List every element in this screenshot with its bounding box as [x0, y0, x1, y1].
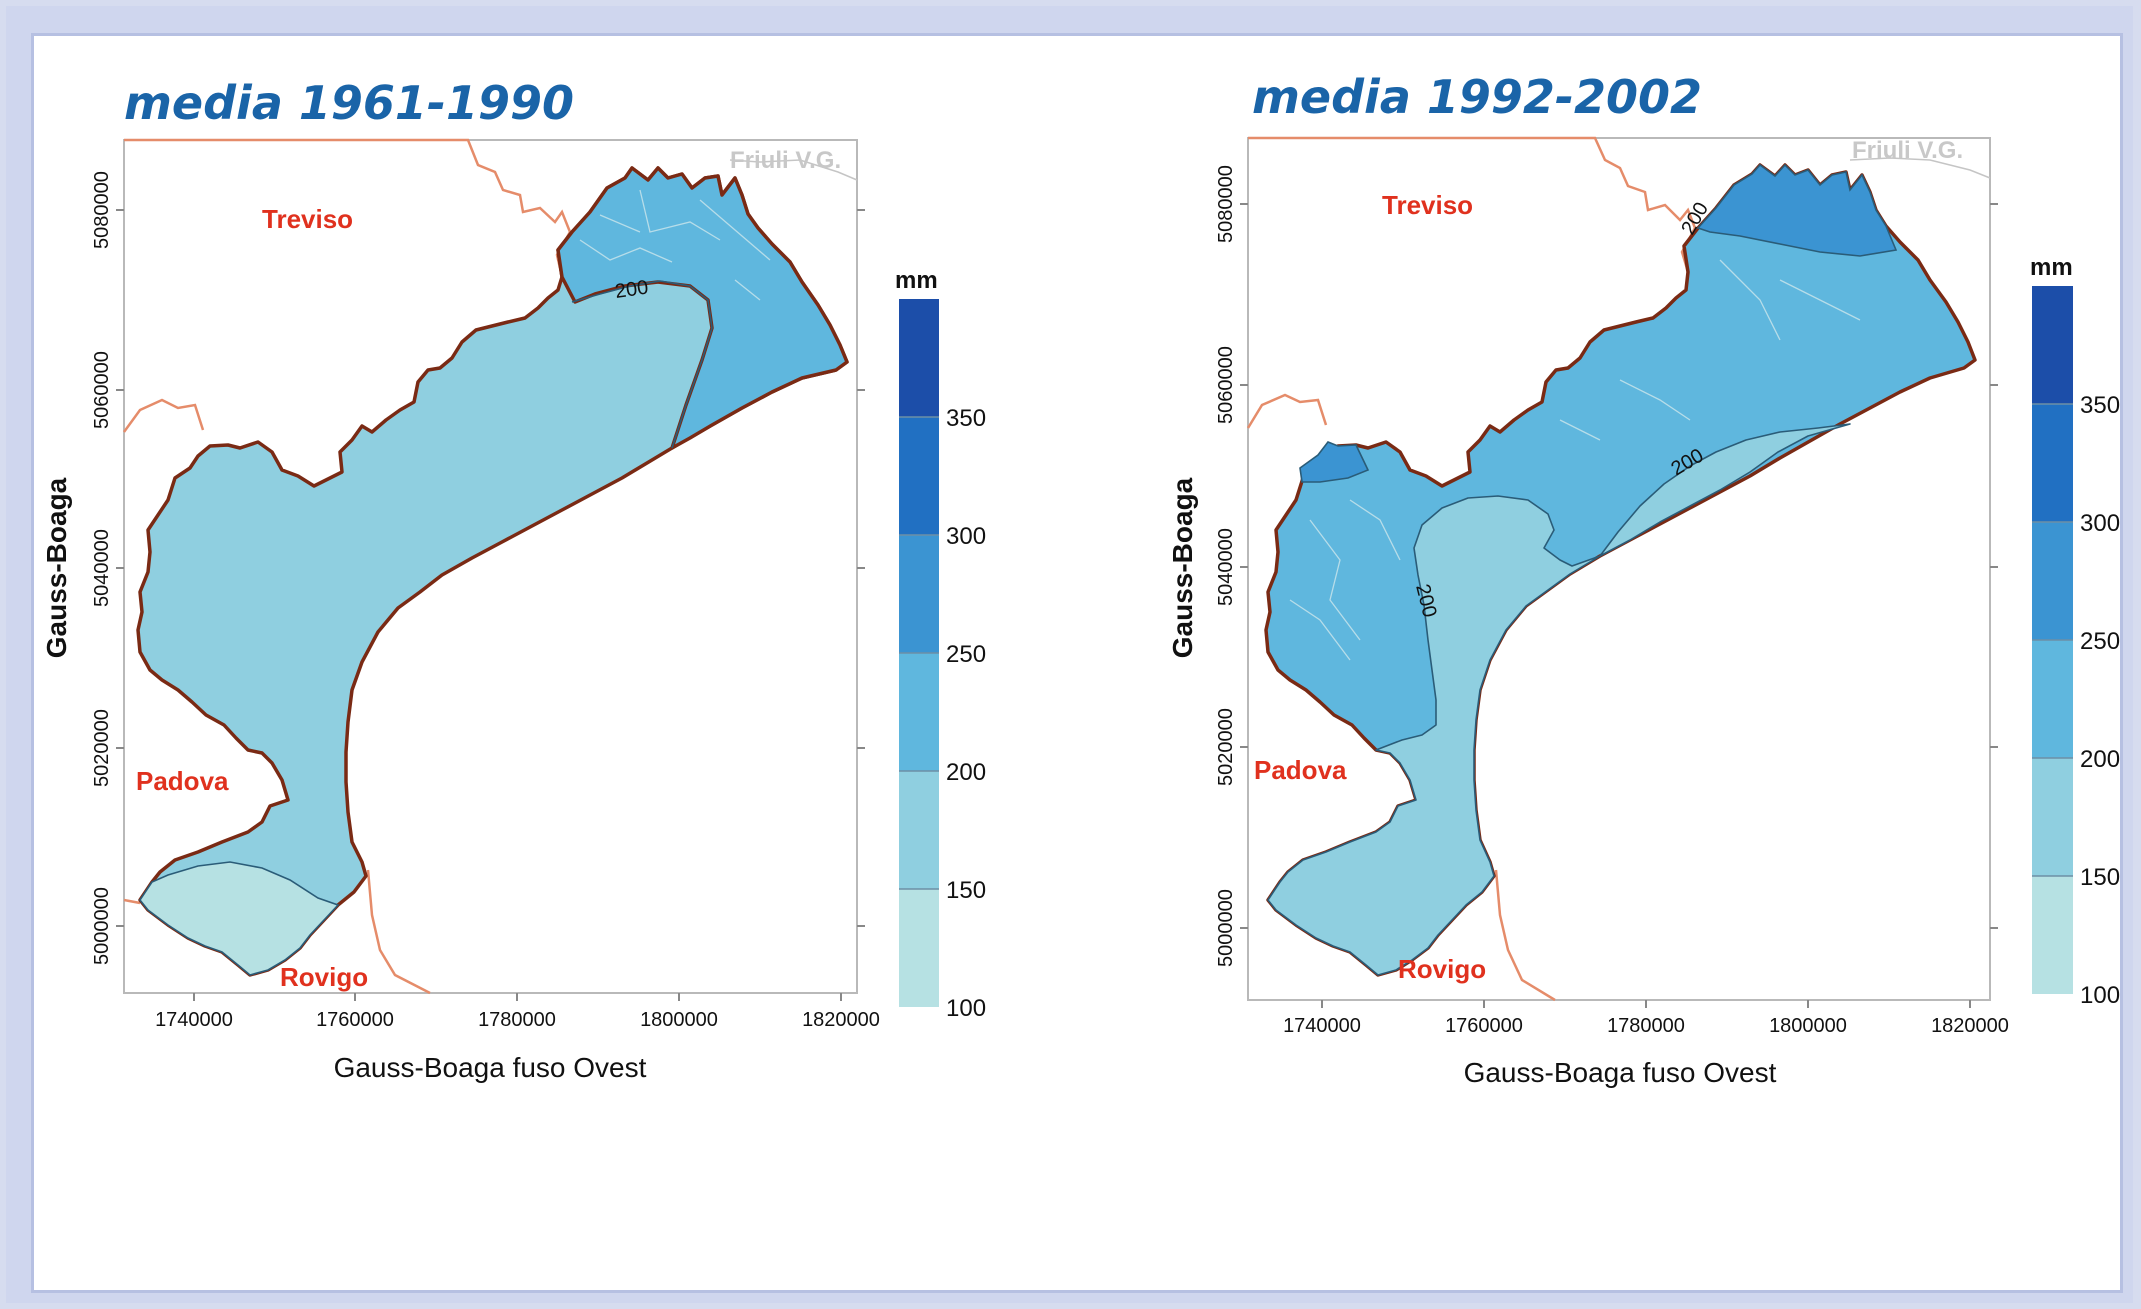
map-frame: [1247, 137, 1991, 1001]
rovigo-border: [123, 869, 431, 995]
y-axis-title: Gauss-Boaga: [1167, 477, 1198, 658]
y-axis-title: Gauss-Boaga: [41, 477, 72, 658]
legend-tick: 200: [2080, 746, 2120, 773]
legend-tick: 300: [2080, 510, 2120, 537]
y-tick-label: 5060000: [91, 351, 113, 429]
legend-tick: 350: [2080, 392, 2120, 419]
x-axis-title: Gauss-Boaga fuso Ovest: [1464, 1057, 1777, 1088]
y-tick-label: 5000000: [91, 887, 113, 965]
band-250-300-northeast: [1696, 163, 1898, 257]
legend-tick: 350: [946, 405, 986, 432]
map-1961-1990: 200 Treviso Padova Rovigo Friuli V.G. 17…: [41, 138, 986, 1083]
city-label-treviso: Treviso: [1382, 190, 1473, 220]
y-tick-label: 5000000: [1215, 889, 1237, 967]
y-tick-label: 5080000: [1215, 165, 1237, 243]
city-label-padova: Padova: [1254, 755, 1347, 785]
city-label-rovigo: Rovigo: [1398, 954, 1486, 984]
legend-tick: 100: [946, 995, 986, 1022]
legend-tick: 150: [946, 877, 986, 904]
axis-ticks: [1240, 203, 1998, 1008]
legend-1992-2002: mm 350 300 250 200 150 100: [2030, 254, 2120, 1009]
region-label-friuli: Friuli V.G.: [1852, 137, 1963, 164]
y-tick-label: 5040000: [1215, 528, 1237, 606]
y-tick-label: 5080000: [91, 171, 113, 249]
commune-lines: [1289, 259, 1861, 661]
x-tick-label: 1760000: [1445, 1015, 1523, 1037]
band-150-200-south: [1267, 423, 1851, 976]
map-title-1992-2002: media 1992-2002: [1252, 70, 1703, 124]
friuli-border: [1849, 157, 1991, 179]
legend-unit: mm: [895, 267, 938, 294]
rovigo-border: [1494, 869, 1556, 1002]
y-tick-label: 5040000: [91, 529, 113, 607]
padova-border: [1246, 393, 1328, 429]
city-label-padova: Padova: [136, 766, 229, 796]
map-frame: [123, 139, 858, 994]
x-tick-label: 1780000: [478, 1009, 556, 1031]
x-axis-title: Gauss-Boaga fuso Ovest: [334, 1052, 647, 1083]
contour-200: [571, 280, 713, 449]
treviso-border: [1248, 136, 1697, 273]
legend-1961-1990: mm 350 300 250 200 150 100: [895, 267, 986, 1022]
legend-tick: 100: [2080, 982, 2120, 1009]
band-100-150-south: [139, 861, 340, 976]
x-axis-ticks: [116, 209, 865, 1001]
legend-tick: 300: [946, 523, 986, 550]
legend-tick: 250: [946, 641, 986, 668]
contour-label: 200: [614, 277, 650, 303]
friuli-border: [729, 159, 858, 181]
commune-lines: [579, 189, 771, 301]
map-title-1961-1990: media 1961-1990: [124, 76, 575, 130]
x-tick-label: 1820000: [1931, 1015, 2009, 1037]
band-250-300-northwest: [1299, 441, 1370, 483]
y-tick-label: 5020000: [1215, 708, 1237, 786]
region-label-friuli: Friuli V.G.: [730, 147, 841, 174]
y-tick-label: 5060000: [1215, 346, 1237, 424]
x-tick-label: 1800000: [1769, 1015, 1847, 1037]
legend-tick: 150: [2080, 864, 2120, 891]
y-tick-label: 5020000: [91, 709, 113, 787]
city-label-rovigo: Rovigo: [280, 962, 368, 992]
legend-tick: 250: [2080, 628, 2120, 655]
x-tick-label: 1760000: [316, 1009, 394, 1031]
x-tick-label: 1740000: [155, 1009, 233, 1031]
padova-border: [122, 398, 205, 433]
city-label-treviso: Treviso: [262, 204, 353, 234]
legend-unit: mm: [2030, 254, 2073, 281]
x-tick-label: 1800000: [640, 1009, 718, 1031]
map-1992-2002: 200 200 200 Treviso Padova Rovigo Friuli…: [1167, 136, 2120, 1088]
x-tick-label: 1820000: [802, 1009, 880, 1031]
x-tick-label: 1740000: [1283, 1015, 1361, 1037]
x-tick-label: 1780000: [1607, 1015, 1685, 1037]
legend-tick: 200: [946, 759, 986, 786]
